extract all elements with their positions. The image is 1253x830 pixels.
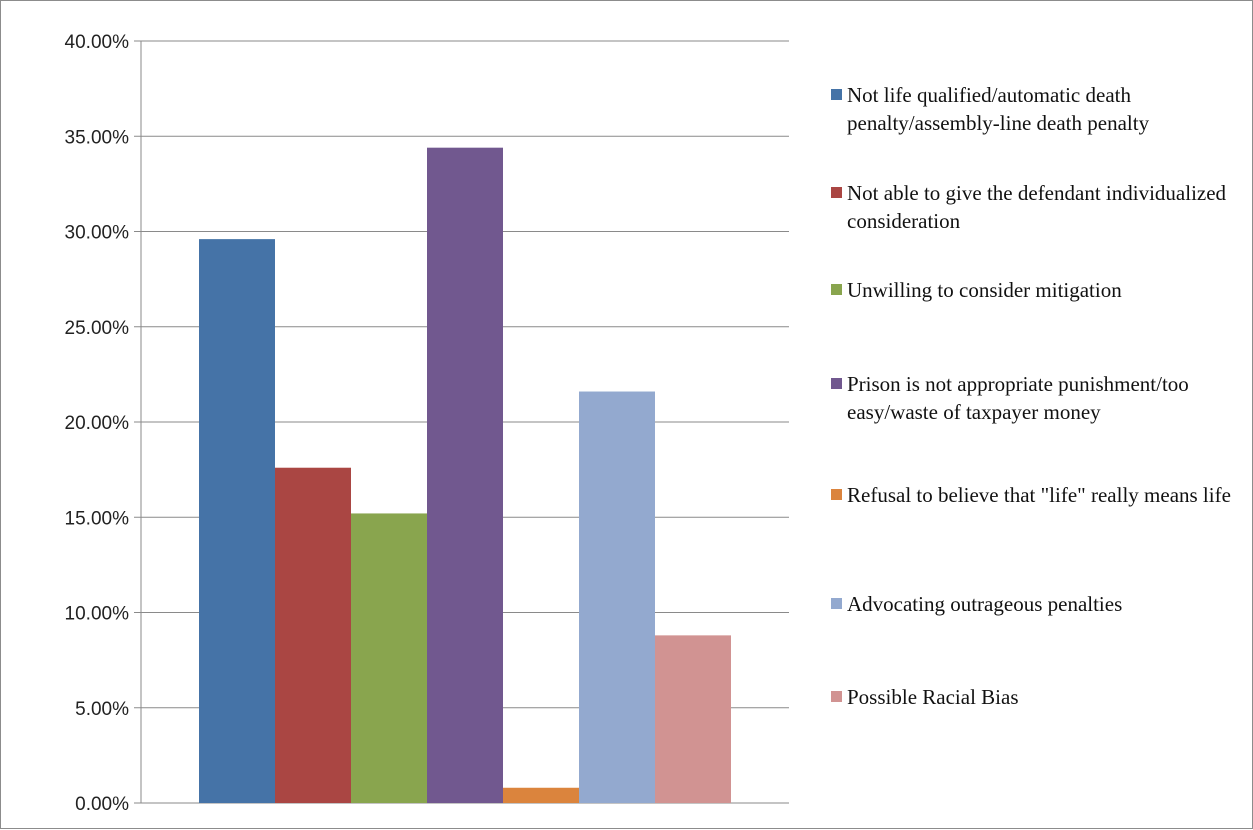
legend-item: Not life qualified/automatic death penal… — [831, 81, 1236, 137]
plot-area: 0.00% 5.00% 10.00% 15.00% 20.00% 25.00% 30.00%… — [65, 32, 789, 815]
y-tick-label: 30.00% — [65, 223, 130, 244]
y-tick-label: 5.00% — [75, 699, 129, 720]
legend-item: Possible Racial Bias — [831, 683, 1236, 711]
bar — [503, 787, 579, 803]
y-tick-label: 35.00% — [65, 127, 130, 148]
legend-swatch — [831, 489, 842, 500]
legend-item: Advocating outrageous penalties — [831, 590, 1236, 618]
legend-swatch — [831, 187, 842, 198]
bar — [655, 635, 731, 803]
legend-label: Not life qualified/automatic death penal… — [847, 83, 1150, 135]
legend-item: Unwilling to consider mitigation — [831, 276, 1236, 304]
legend-item: Refusal to believe that "life" really me… — [831, 481, 1236, 509]
y-tick-label: 10.00% — [65, 604, 130, 625]
y-tick-label: 40.00% — [65, 32, 130, 53]
y-tick-label: 25.00% — [65, 318, 130, 339]
legend-item: Not able to give the defendant individua… — [831, 179, 1236, 235]
bar — [275, 467, 351, 803]
legend-label: Advocating outrageous penalties — [847, 592, 1123, 616]
legend-swatch — [831, 284, 842, 295]
y-tick-label: 15.00% — [65, 508, 130, 529]
legend-swatch — [831, 691, 842, 702]
y-tick-label: 20.00% — [65, 413, 130, 434]
legend-swatch — [831, 89, 842, 100]
bar — [351, 513, 427, 803]
legend-swatch — [831, 378, 842, 389]
legend-label: Refusal to believe that "life" really me… — [847, 483, 1231, 507]
legend-label: Not able to give the defendant individua… — [847, 181, 1227, 233]
bar — [199, 239, 275, 803]
y-tick-label: 0.00% — [75, 794, 129, 815]
legend-label: Unwilling to consider mitigation — [847, 278, 1122, 302]
bar — [427, 147, 503, 803]
legend-item: Prison is not appropriate punishment/too… — [831, 370, 1236, 426]
bar — [579, 391, 655, 803]
legend-label: Prison is not appropriate punishment/too… — [847, 372, 1189, 424]
legend-swatch — [831, 598, 842, 609]
legend: Not life qualified/automatic death penal… — [831, 65, 1236, 785]
legend-label: Possible Racial Bias — [847, 685, 1019, 709]
